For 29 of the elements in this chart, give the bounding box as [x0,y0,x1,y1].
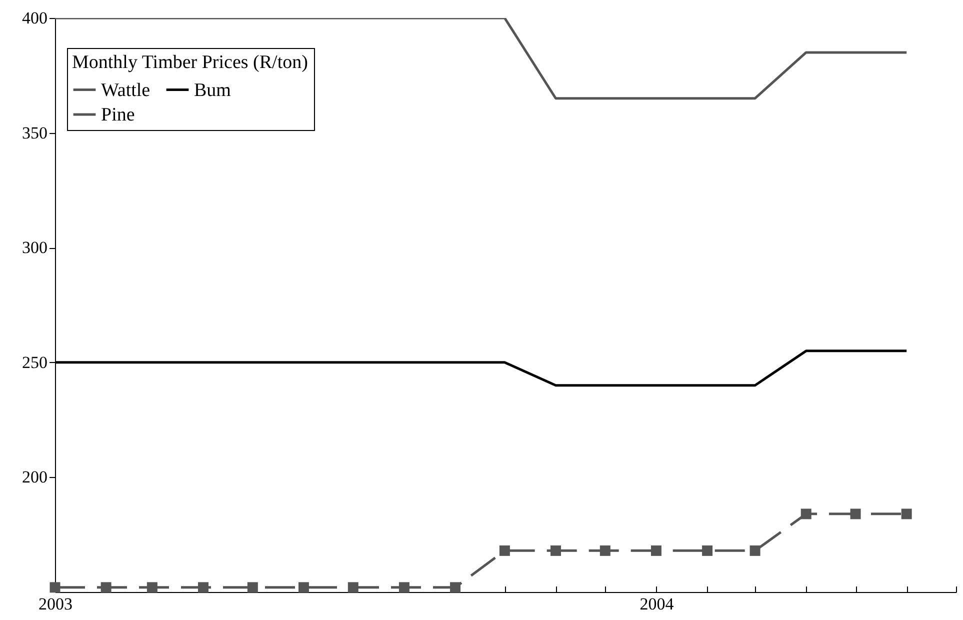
y-tick-label: 350 [22,123,48,142]
point [499,545,510,556]
legend-label: Pine [101,104,135,126]
point [550,545,561,556]
point [398,582,410,593]
point [298,582,309,593]
point [850,508,861,520]
point [100,582,112,593]
x-tick-label: 2003 [38,594,72,614]
legend-label: Wattle [101,80,150,101]
y-tick-label: 400 [22,8,48,28]
y-tick-label: 200 [22,468,48,487]
point [247,582,258,593]
y-tick-label: 300 [22,238,48,258]
point [650,545,662,556]
point [348,582,358,593]
point [50,582,60,593]
point [450,582,461,593]
y-tick-label: 250 [22,352,48,372]
point [800,508,812,520]
x-tick-label: 2004 [640,594,674,614]
point [146,582,158,593]
legend-title: Monthly Timber Prices (R/ton) [72,52,308,73]
point [901,508,912,520]
legend-label: Bum [194,80,232,101]
point [198,582,208,593]
point [702,545,713,556]
point [750,545,760,556]
point [600,545,610,556]
